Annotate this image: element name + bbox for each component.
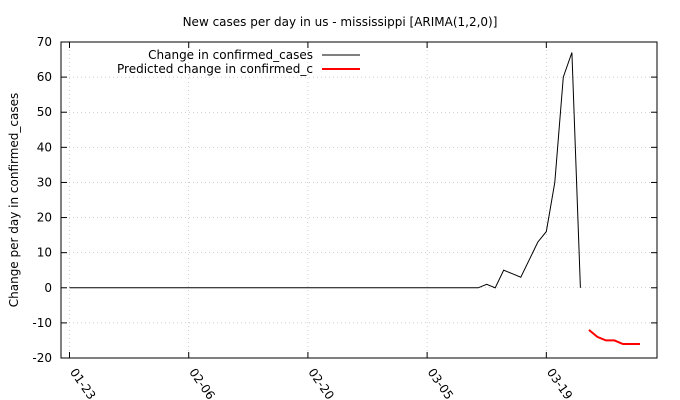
legend-label: Predicted change in confirmed_c bbox=[117, 62, 313, 76]
y-tick-label: 10 bbox=[37, 246, 52, 260]
y-axis-label: Change per day in confirmed_cases bbox=[7, 93, 21, 308]
series bbox=[69, 52, 640, 345]
y-tick-label: -20 bbox=[32, 351, 52, 365]
grid bbox=[61, 42, 657, 358]
x-tick-label: 03-05 bbox=[425, 366, 456, 400]
y-tick-label: -10 bbox=[32, 316, 52, 330]
y-tick-label: 70 bbox=[37, 35, 52, 49]
x-tick-label: 03-19 bbox=[544, 366, 575, 400]
legend-label: Change in confirmed_cases bbox=[148, 48, 313, 62]
y-tick-label: 20 bbox=[37, 211, 52, 225]
x-tick-label: 02-06 bbox=[186, 366, 217, 400]
y-tick-label: 0 bbox=[44, 281, 52, 295]
y-tick-label: 60 bbox=[37, 70, 52, 84]
plot-border bbox=[60, 41, 658, 359]
x-tick-label: 01-23 bbox=[67, 366, 98, 400]
x-tick-label: 02-20 bbox=[305, 366, 336, 400]
y-tick-label: 50 bbox=[37, 105, 52, 119]
ticks: -20 -10 0 10 20 30 40 50 60 70 01-23 02-06 02-20 03-0… bbox=[32, 35, 657, 400]
chart-title: New cases per day in us - mississippi [A… bbox=[183, 15, 498, 29]
series-line-2 bbox=[588, 329, 640, 345]
series-line-1 bbox=[69, 52, 581, 289]
y-tick-label: 30 bbox=[37, 175, 52, 189]
y-tick-label: 40 bbox=[37, 140, 52, 154]
